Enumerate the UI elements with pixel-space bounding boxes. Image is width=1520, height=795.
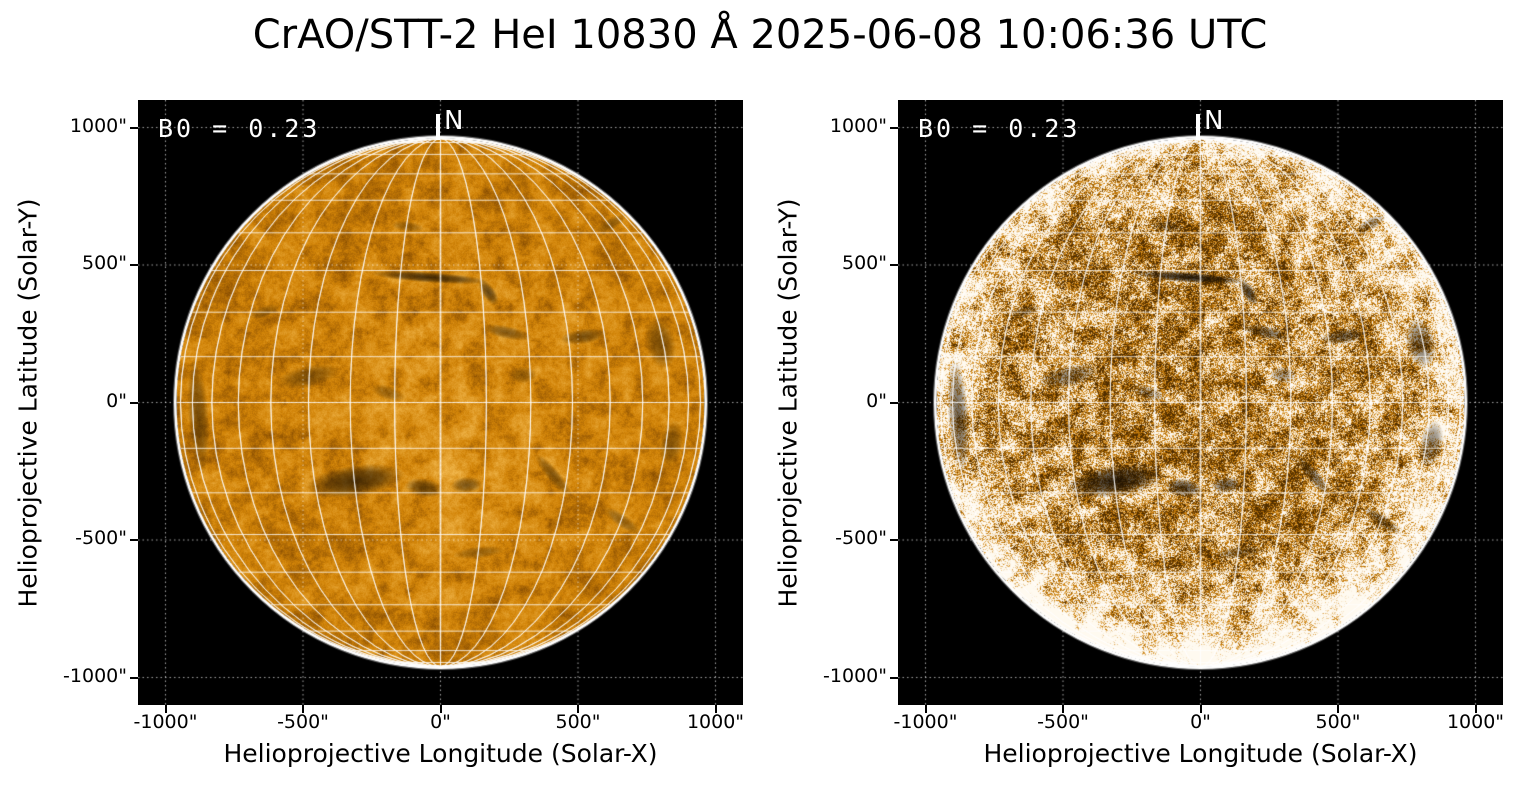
y-axis-label: Helioprojective Latitude (Solar-Y) <box>773 198 803 608</box>
y-tick-label: -1000" <box>823 664 887 687</box>
y-tick-label: 1000" <box>829 114 887 137</box>
right-solar-disk-canvas <box>898 100 1503 705</box>
x-tick-label: -500" <box>1037 711 1089 733</box>
y-axis-label: Helioprojective Latitude (Solar-Y) <box>13 198 43 608</box>
x-tick-mark <box>164 705 167 713</box>
x-tick-label: -1000" <box>893 711 958 733</box>
y-tick-mark <box>890 401 898 404</box>
x-tick-mark <box>1337 705 1339 713</box>
north-marker-line <box>436 114 440 140</box>
x-tick-label: 500" <box>1315 711 1361 733</box>
y-tick-mark <box>130 676 138 679</box>
figure-title: CrAO/STT-2 HeI 10830 Å 2025-06-08 10:06:… <box>252 12 1268 58</box>
x-tick-mark <box>577 705 579 713</box>
y-tick-label: -500" <box>75 527 127 549</box>
x-tick-mark <box>1199 705 1202 713</box>
right-panel: B0 = 0.23 N Helioprojective Longitude (S… <box>823 100 1504 768</box>
y-tick-label: -500" <box>835 527 887 549</box>
y-tick-label: -1000" <box>63 664 127 687</box>
y-tick-label: 1000" <box>69 114 127 137</box>
north-label: N <box>1204 106 1224 136</box>
y-tick-mark <box>130 264 138 266</box>
b0-annotation: B0 = 0.23 <box>918 114 1081 143</box>
x-tick-mark <box>714 705 717 713</box>
left-panel: B0 = 0.23 N Helioprojective Longitude (S… <box>63 100 744 768</box>
left-solar-disk-canvas <box>138 100 743 705</box>
x-tick-mark <box>439 705 442 713</box>
x-tick-label: -1000" <box>133 711 198 733</box>
x-tick-mark <box>924 705 927 713</box>
x-tick-label: 0" <box>1190 711 1211 733</box>
y-tick-label: 0" <box>866 389 887 412</box>
x-axis-label: Helioprojective Longitude (Solar-X) <box>983 739 1418 768</box>
x-axis-label: Helioprojective Longitude (Solar-X) <box>223 739 658 768</box>
north-label: N <box>444 106 464 136</box>
x-tick-label: 1000" <box>1446 711 1505 733</box>
x-tick-mark <box>1062 705 1064 713</box>
x-tick-label: 500" <box>555 711 601 733</box>
y-tick-mark <box>130 539 138 541</box>
x-tick-mark <box>302 705 304 713</box>
y-tick-mark <box>130 401 138 404</box>
y-tick-mark <box>890 676 898 679</box>
y-tick-label: 500" <box>81 252 127 274</box>
b0-annotation: B0 = 0.23 <box>158 114 321 143</box>
y-tick-mark <box>890 539 898 541</box>
y-tick-mark <box>130 126 138 129</box>
x-tick-label: 1000" <box>686 711 745 733</box>
x-tick-label: -500" <box>277 711 329 733</box>
y-tick-mark <box>890 264 898 266</box>
y-tick-label: 0" <box>106 389 127 412</box>
y-tick-mark <box>890 126 898 129</box>
y-tick-label: 500" <box>841 252 887 274</box>
x-tick-mark <box>1474 705 1477 713</box>
x-tick-label: 0" <box>430 711 451 733</box>
north-marker-line <box>1196 114 1200 140</box>
